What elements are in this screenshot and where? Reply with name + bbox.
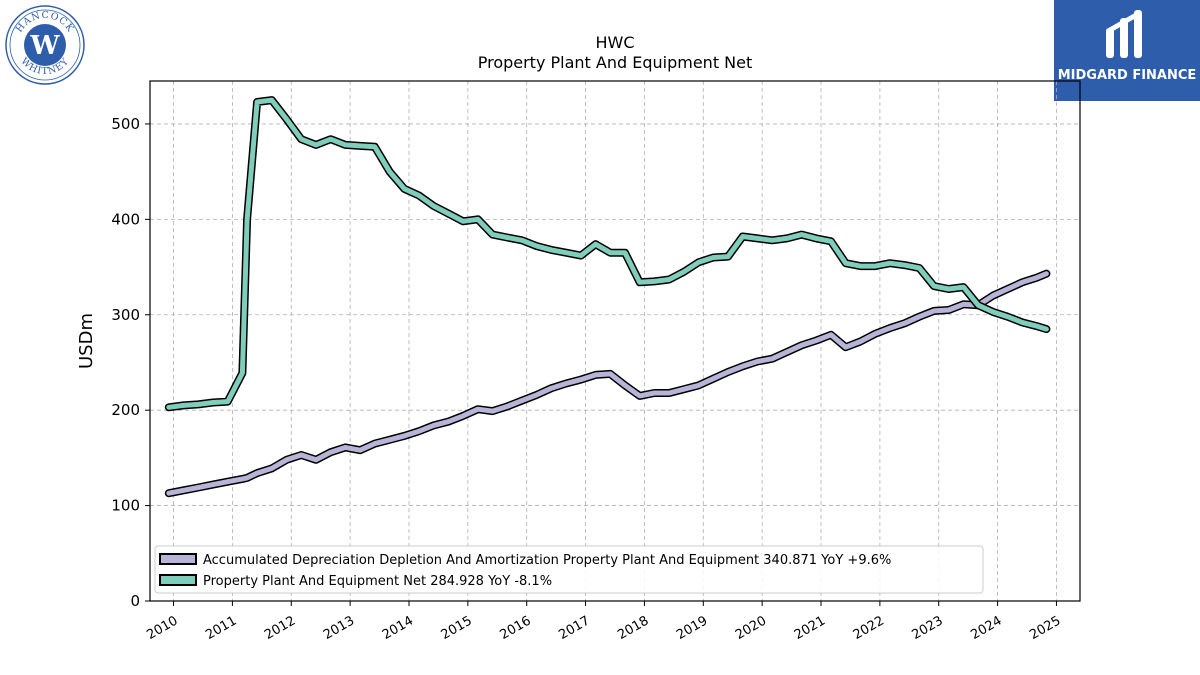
legend-swatch-1 [159, 574, 197, 586]
x-tick-label: 2019 [674, 613, 710, 643]
y-axis-label: USDm [76, 313, 97, 369]
x-tick-label: 2012 [262, 613, 298, 643]
x-axis: 2010 2011 2012 2013 2014 2015 2016 2017 2018 2019… [144, 601, 1063, 643]
chart-subtitle: Property Plant And Equipment Net [478, 53, 753, 72]
x-tick-label: 2015 [439, 613, 475, 643]
x-tick-label: 2018 [615, 613, 651, 643]
x-tick-label: 2016 [498, 613, 534, 643]
series-layer [164, 96, 1051, 498]
legend-frame [154, 545, 984, 594]
y-axis: 0 100 200 300 400 500 [111, 115, 150, 610]
y-tick-label: 500 [111, 115, 140, 133]
legend-label-1: Property Plant And Equipment Net 284.928… [203, 574, 552, 589]
chart-title: HWC [595, 33, 634, 52]
x-tick-label: 2010 [144, 613, 180, 643]
x-tick-label: 2022 [851, 613, 887, 643]
x-tick-label: 2020 [733, 613, 769, 643]
x-tick-label: 2011 [203, 613, 239, 643]
x-tick-label: 2014 [380, 613, 416, 643]
series-line-0 [166, 271, 1049, 496]
legend: Accumulated Depreciation Depletion And A… [154, 545, 984, 594]
x-tick-label: 2025 [1027, 613, 1063, 643]
legend-swatch-0 [159, 553, 197, 565]
x-tick-label: 2024 [968, 613, 1004, 643]
grid-lines [150, 81, 1080, 602]
x-tick-label: 2023 [910, 613, 946, 643]
y-tick-label: 300 [111, 306, 140, 324]
y-tick-label: 0 [130, 592, 140, 610]
x-tick-label: 2021 [792, 613, 828, 643]
brand-name: MIDGARD FINANCE [1057, 68, 1197, 83]
y-tick-label: 200 [111, 401, 140, 419]
x-tick-label: 2017 [556, 613, 592, 643]
series-line-1 [166, 97, 1049, 410]
legend-label-0: Accumulated Depreciation Depletion And A… [203, 553, 891, 568]
svg-text:W: W [29, 31, 60, 61]
y-tick-label: 100 [111, 497, 140, 515]
series-outline-0 [164, 269, 1051, 498]
hancock-whitney-logo: W HANCOCK WHITNEY [4, 4, 86, 86]
y-tick-label: 400 [111, 210, 140, 228]
midgard-finance-logo: MIDGARD FINANCE [1054, 0, 1200, 101]
x-tick-label: 2013 [321, 613, 357, 643]
plot-frame [149, 80, 1081, 602]
